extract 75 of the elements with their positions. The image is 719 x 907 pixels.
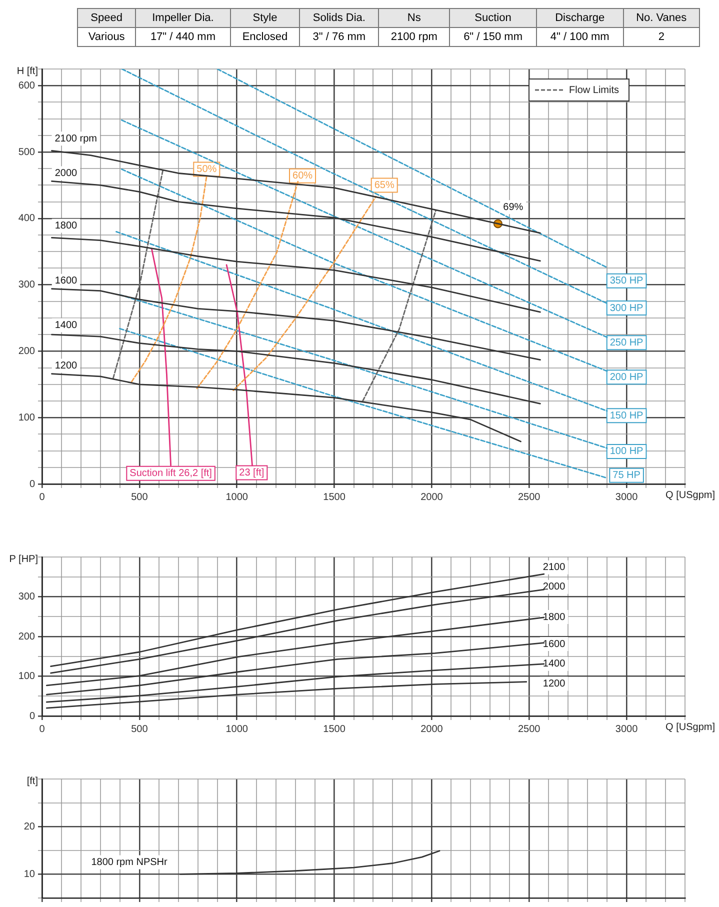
text: 3" / 76 mm [300, 28, 379, 46]
x-tick-label: 2500 [518, 724, 541, 735]
y-tick-label: 10 [24, 868, 36, 880]
y-axis-title: P [HP] [9, 554, 38, 565]
x-tick-label: 1500 [323, 724, 346, 735]
text: Suction [450, 8, 536, 28]
x-tick-label: 500 [131, 492, 148, 503]
annotation: 350 HP [610, 276, 644, 287]
x-tick-label: 0 [39, 724, 46, 735]
x-axis-title: Q [USgpm] [666, 722, 716, 733]
x-axis-title: Q [USgpm] [666, 490, 716, 501]
annotation: 1200 [54, 360, 78, 372]
x-tick-label: 500 [131, 724, 148, 735]
x-tick-label: 0 [39, 492, 46, 503]
y-tick-label: 0 [29, 710, 36, 722]
annotation: 200 HP [610, 372, 644, 383]
annotation: 69% [503, 202, 524, 213]
x-tick-label: 3000 [615, 492, 638, 503]
text: No. Vanes [623, 8, 700, 28]
annotation: 1600 [54, 276, 78, 287]
text: 2100 rpm [378, 28, 450, 46]
text: Ns [378, 8, 450, 28]
text: 6" / 150 mm [450, 28, 536, 46]
y-tick-label: 100 [18, 671, 36, 682]
annotation: 2100 rpm [54, 133, 97, 144]
y-tick-label: 600 [18, 80, 36, 92]
y-axis-title: H [ft] [16, 66, 38, 77]
text: Enclosed [230, 28, 300, 46]
annotation: 250 HP [610, 337, 644, 348]
text: Style [230, 8, 300, 28]
annotation: 1400 [542, 658, 566, 670]
annotation: 1800 [542, 612, 566, 623]
x-tick-label: 2000 [420, 492, 444, 503]
annotation: 1800 [54, 220, 78, 232]
x-tick-label: 2000 [420, 724, 444, 735]
annotation: 60% [292, 170, 313, 182]
annotation: 1200 [542, 678, 566, 690]
annotation: 2100 [542, 562, 566, 574]
legend-label: Flow Limits [568, 84, 620, 96]
text: Impeller Dia. [136, 8, 230, 28]
y-tick-label: 200 [18, 631, 36, 642]
text: Speed [78, 8, 136, 28]
annotation: 50% [196, 164, 217, 176]
y-tick-label: 300 [18, 280, 36, 291]
y-tick-label: 500 [18, 146, 36, 158]
text: 4" / 100 mm [536, 28, 624, 46]
y-tick-label: 20 [24, 821, 36, 832]
annotation: 1400 [54, 320, 78, 332]
text: 2 [623, 28, 700, 46]
annotation: 100 HP [610, 446, 644, 458]
annotation: 150 HP [610, 410, 644, 422]
annotation: 65% [374, 180, 394, 191]
text: 17" / 440 mm [136, 28, 230, 46]
text: Discharge [536, 8, 624, 28]
text: Various [78, 28, 136, 46]
y-tick-label: 400 [18, 213, 36, 224]
x-tick-label: 1000 [226, 724, 248, 735]
annotation: 23 [ft] [239, 467, 264, 478]
x-tick-label: 3000 [615, 724, 638, 735]
x-tick-label: 1000 [226, 492, 248, 503]
annotation: 2000 [542, 582, 566, 593]
y-tick-label: 300 [18, 592, 36, 602]
y-axis-title: [ft] [26, 776, 38, 787]
annotation: 300 HP [610, 302, 644, 314]
y-tick-label: 0 [29, 478, 36, 490]
text: Solids Dia. [300, 8, 379, 28]
annotation: 1600 [542, 638, 566, 650]
annotation: 75 HP [612, 470, 641, 482]
x-tick-label: 1500 [323, 492, 346, 503]
annotation: 1800 rpm NPSHr [91, 856, 168, 868]
annotation: Suction lift 26,2 [ft] [130, 468, 212, 480]
y-tick-label: 100 [18, 412, 36, 424]
y-tick-label: 200 [18, 346, 36, 357]
x-tick-label: 2500 [518, 492, 541, 503]
annotation: 2000 [54, 168, 78, 179]
